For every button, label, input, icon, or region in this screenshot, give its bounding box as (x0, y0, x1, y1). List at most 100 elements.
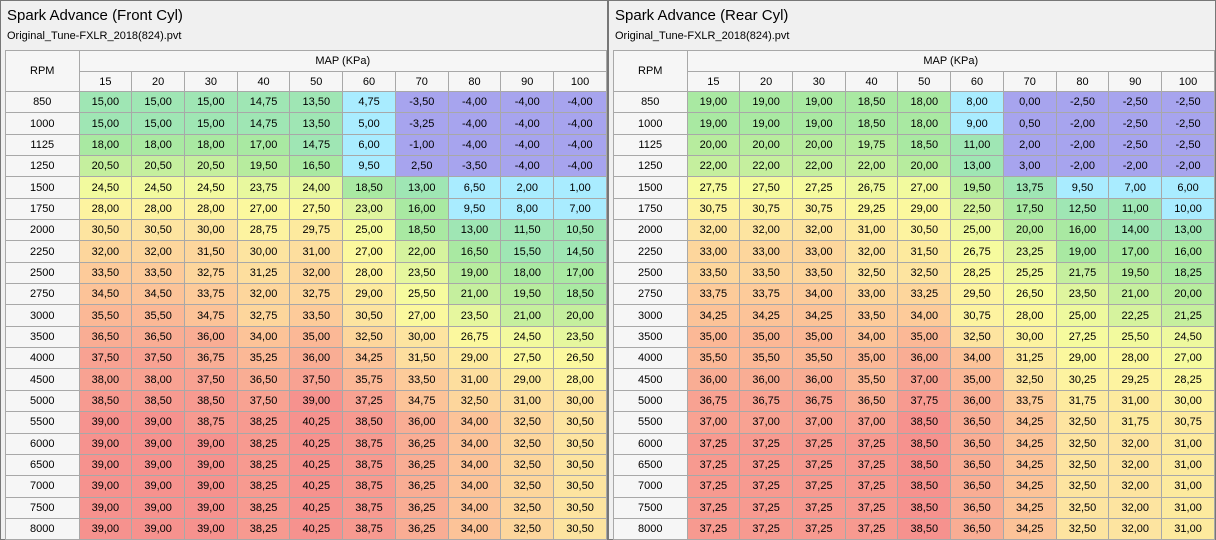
advance-cell[interactable]: 30,00 (1161, 389, 1215, 413)
advance-cell[interactable]: 32,00 (791, 219, 846, 242)
advance-cell[interactable]: 34,00 (447, 475, 502, 498)
advance-cell[interactable]: 0,50 (1002, 112, 1057, 135)
advance-cell[interactable]: 37,00 (844, 411, 899, 434)
advance-cell[interactable]: 25,50 (394, 283, 449, 306)
advance-cell[interactable]: 32,50 (897, 261, 952, 285)
advance-cell[interactable]: 35,50 (791, 347, 846, 370)
advance-cell[interactable]: 34,00 (897, 304, 952, 327)
advance-cell[interactable]: 32,50 (1055, 411, 1110, 434)
advance-cell[interactable]: 15,00 (78, 112, 133, 135)
advance-cell[interactable]: 13,00 (447, 219, 502, 242)
advance-cell[interactable]: 38,00 (78, 368, 133, 391)
advance-cell[interactable]: 40,25 (289, 432, 344, 455)
advance-cell[interactable]: 18,50 (844, 90, 899, 114)
advance-cell[interactable]: 30,50 (553, 475, 607, 498)
advance-cell[interactable]: 39,00 (183, 496, 238, 519)
advance-cell[interactable]: 35,25 (236, 347, 291, 370)
advance-cell[interactable]: 34,00 (447, 453, 502, 477)
advance-cell[interactable]: 38,25 (236, 411, 291, 434)
advance-cell[interactable]: 35,00 (791, 325, 846, 349)
advance-cell[interactable]: 35,00 (739, 325, 793, 349)
advance-cell[interactable]: 32,00 (289, 261, 344, 285)
advance-cell[interactable]: 32,50 (447, 389, 502, 413)
advance-cell[interactable]: 14,00 (1108, 219, 1163, 242)
advance-cell[interactable]: 32,50 (1055, 496, 1110, 519)
advance-cell[interactable]: 38,75 (342, 475, 396, 498)
advance-cell[interactable]: 31,00 (844, 219, 899, 242)
advance-cell[interactable]: -4,00 (553, 90, 607, 114)
advance-cell[interactable]: 36,50 (236, 368, 291, 391)
advance-cell[interactable]: 31,50 (183, 240, 238, 263)
advance-cell[interactable]: 22,50 (950, 197, 1004, 221)
advance-cell[interactable]: 26,50 (1002, 283, 1057, 306)
advance-cell[interactable]: 37,25 (686, 517, 741, 540)
advance-cell[interactable]: 34,25 (1002, 411, 1057, 434)
advance-cell[interactable]: -2,50 (1108, 90, 1163, 114)
advance-cell[interactable]: 37,25 (791, 517, 846, 540)
advance-cell[interactable]: 9,50 (1055, 176, 1110, 199)
advance-cell[interactable]: 32,75 (236, 304, 291, 327)
advance-cell[interactable]: -4,00 (500, 133, 555, 157)
advance-cell[interactable]: 36,00 (950, 389, 1004, 413)
advance-cell[interactable]: 32,75 (289, 283, 344, 306)
advance-cell[interactable]: 31,00 (1161, 453, 1215, 477)
advance-cell[interactable]: 39,00 (183, 517, 238, 540)
advance-cell[interactable]: 38,50 (183, 389, 238, 413)
advance-cell[interactable]: 29,25 (1108, 368, 1163, 391)
advance-cell[interactable]: 10,50 (553, 219, 607, 242)
advance-cell[interactable]: 31,50 (897, 240, 952, 263)
advance-cell[interactable]: 32,50 (1055, 432, 1110, 455)
advance-cell[interactable]: 20,00 (553, 304, 607, 327)
advance-cell[interactable]: 37,25 (844, 432, 899, 455)
advance-cell[interactable]: 30,50 (553, 453, 607, 477)
advance-cell[interactable]: 36,25 (394, 432, 449, 455)
advance-cell[interactable]: -2,50 (1161, 112, 1215, 135)
advance-cell[interactable]: 36,50 (950, 517, 1004, 540)
advance-cell[interactable]: 38,75 (183, 411, 238, 434)
advance-cell[interactable]: 39,00 (289, 389, 344, 413)
advance-cell[interactable]: 23,50 (1055, 283, 1110, 306)
advance-cell[interactable]: 36,00 (289, 347, 344, 370)
advance-cell[interactable]: 30,50 (131, 219, 185, 242)
advance-cell[interactable]: 39,00 (131, 517, 185, 540)
advance-cell[interactable]: 38,50 (131, 389, 185, 413)
advance-cell[interactable]: 17,00 (236, 133, 291, 157)
advance-cell[interactable]: 34,00 (447, 432, 502, 455)
advance-cell[interactable]: 20,00 (897, 155, 952, 178)
advance-cell[interactable]: 34,00 (791, 283, 846, 306)
advance-cell[interactable]: -2,50 (1161, 90, 1215, 114)
advance-cell[interactable]: 6,50 (447, 176, 502, 199)
advance-cell[interactable]: 21,00 (447, 283, 502, 306)
advance-cell[interactable]: 29,50 (950, 283, 1004, 306)
advance-cell[interactable]: 10,00 (1161, 197, 1215, 221)
advance-cell[interactable]: 30,50 (553, 517, 607, 540)
advance-cell[interactable]: 21,00 (500, 304, 555, 327)
advance-cell[interactable]: 25,00 (342, 219, 396, 242)
advance-cell[interactable]: 15,00 (131, 112, 185, 135)
advance-cell[interactable]: 36,50 (844, 389, 899, 413)
advance-cell[interactable]: 29,25 (844, 197, 899, 221)
advance-cell[interactable]: 9,50 (342, 155, 396, 178)
advance-cell[interactable]: 16,50 (447, 240, 502, 263)
advance-cell[interactable]: 36,00 (183, 325, 238, 349)
advance-cell[interactable]: 18,50 (553, 283, 607, 306)
advance-cell[interactable]: 20,00 (1161, 283, 1215, 306)
advance-cell[interactable]: 37,50 (289, 368, 344, 391)
advance-cell[interactable]: 18,50 (342, 176, 396, 199)
advance-cell[interactable]: 2,00 (500, 176, 555, 199)
advance-cell[interactable]: 38,25 (236, 453, 291, 477)
advance-cell[interactable]: 30,25 (1055, 368, 1110, 391)
advance-cell[interactable]: 19,00 (739, 112, 793, 135)
advance-cell[interactable]: 20,00 (686, 133, 741, 157)
advance-cell[interactable]: 25,00 (950, 219, 1004, 242)
advance-cell[interactable]: 39,00 (183, 432, 238, 455)
advance-cell[interactable]: -4,00 (447, 112, 502, 135)
advance-cell[interactable]: 20,50 (78, 155, 133, 178)
advance-cell[interactable]: 37,25 (686, 475, 741, 498)
advance-cell[interactable]: 13,50 (289, 112, 344, 135)
advance-cell[interactable]: 36,25 (394, 475, 449, 498)
advance-cell[interactable]: 36,25 (394, 453, 449, 477)
advance-cell[interactable]: 8,00 (950, 90, 1004, 114)
advance-cell[interactable]: 20,50 (131, 155, 185, 178)
advance-cell[interactable]: 38,50 (78, 389, 133, 413)
